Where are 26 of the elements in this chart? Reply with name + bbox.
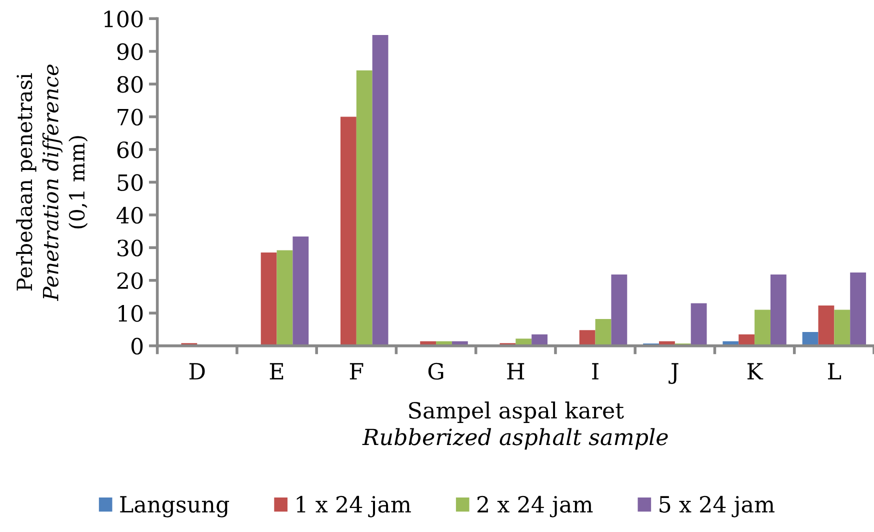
x-tick-label: E (270, 363, 284, 380)
x-tick-label: G (428, 362, 444, 380)
x-tick-label: I (592, 363, 598, 380)
y-tick-label: 0 (131, 338, 143, 355)
y-tick-label: 60 (117, 141, 143, 158)
x-tick-label: J (668, 363, 678, 384)
y-tick-label: 30 (118, 240, 143, 256)
y-tick-label: 100 (104, 10, 143, 28)
legend-label: 1 x 24 jam (296, 496, 411, 518)
y-axis-title: Perbedaan penetrasi Penetration difference (0,1 mm) (16, 64, 88, 302)
y-tick-label: 80 (117, 76, 143, 93)
legend-label: Langsung (120, 496, 230, 518)
y-tick-label: 90 (117, 43, 143, 60)
x-tick-label: F (350, 363, 364, 380)
y-tick-label: 10 (118, 305, 143, 322)
x-tick-label: K (747, 363, 764, 380)
legend-label: 5 x 24 jam (660, 496, 774, 518)
y-tick-label: 70 (118, 108, 143, 126)
x-tick-label: D (189, 363, 205, 380)
y-tick-label: 20 (117, 272, 143, 290)
y-tick-label: 40 (116, 206, 143, 224)
x-tick-label: H (507, 363, 524, 380)
x-tick-label: L (828, 363, 842, 380)
legend-label: 2 x 24 jam (477, 496, 593, 518)
y-tick-label: 50 (118, 174, 143, 191)
x-axis-title: Sampel aspal karet Rubberized asphalt sample (362, 402, 668, 450)
